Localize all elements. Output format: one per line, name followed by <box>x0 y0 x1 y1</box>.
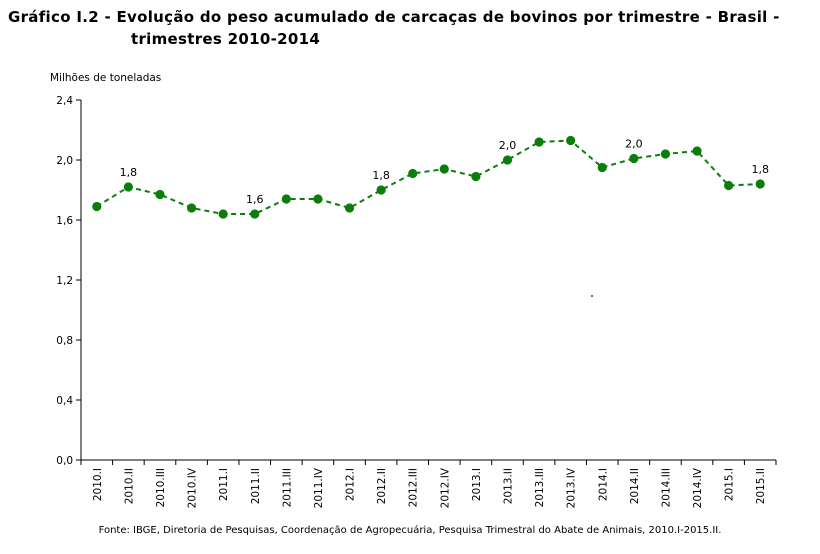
data-point <box>439 164 449 174</box>
x-tick-label: 2011.I <box>218 468 230 501</box>
data-point <box>534 137 544 147</box>
x-tick-label: 2012.I <box>345 468 357 501</box>
data-point <box>92 201 102 212</box>
data-point <box>471 171 481 182</box>
x-tick-label: 2014.III <box>660 468 672 507</box>
x-tick-label: 2011.II <box>250 468 262 504</box>
x-tick-label: 2013.II <box>502 468 514 504</box>
data-point <box>724 180 734 191</box>
x-tick-label: 2012.II <box>376 468 388 504</box>
data-point <box>123 182 133 192</box>
x-tick-label: 2010.IV <box>187 467 199 508</box>
y-tick-label: 1,2 <box>56 275 73 287</box>
data-point <box>344 203 355 213</box>
source-note: Fonte: IBGE, Diretoria de Pesquisas, Coo… <box>98 525 722 536</box>
data-point <box>408 168 418 179</box>
y-tick-label: 1,6 <box>56 215 73 227</box>
data-label: 1,8 <box>751 163 769 176</box>
data-point <box>629 153 639 164</box>
data-point <box>566 135 576 146</box>
x-tick-label: 2012.III <box>408 468 420 507</box>
chart-title-line1: Gráfico I.2 - Evolução do peso acumulado… <box>8 8 780 26</box>
x-tick-label: 2015.I <box>724 468 736 501</box>
y-ticks: 0,0 0,4 0,8 1,2 1,6 2,0 2,4 <box>56 95 81 467</box>
chart-title-line2: trimestres 2010-2014 <box>131 30 321 48</box>
y-tick-label: 0,4 <box>56 395 73 407</box>
stray-dot <box>591 295 593 297</box>
x-tick-label: 2010.II <box>123 468 135 504</box>
y-tick-label: 2,4 <box>56 95 73 107</box>
y-axis-label: Milhões de toneladas <box>50 72 162 84</box>
y-tick-label: 0,0 <box>56 455 73 467</box>
data-point <box>155 189 165 200</box>
data-point <box>502 155 513 165</box>
series-line <box>96 139 761 215</box>
data-point <box>250 209 260 219</box>
x-tick-label: 2013.I <box>471 468 483 501</box>
data-point <box>597 162 607 173</box>
data-point <box>755 179 765 189</box>
x-tick-label: 2011.IV <box>313 467 325 508</box>
data-label: 1,6 <box>246 193 264 206</box>
axes <box>80 100 776 461</box>
x-tick-label: 2014.II <box>629 468 641 504</box>
data-point <box>692 146 702 156</box>
data-label: 1,8 <box>120 166 138 179</box>
data-label: 2,0 <box>625 138 643 151</box>
x-tick-label: 2014.IV <box>692 467 704 508</box>
x-tick-label: 2013.III <box>534 468 546 507</box>
x-tick-label: 2012.IV <box>439 467 451 508</box>
x-tick-label: 2015.II <box>755 468 767 504</box>
x-tick-label: 2014.I <box>597 468 609 501</box>
data-point <box>376 185 386 195</box>
data-point <box>660 149 671 159</box>
x-tick-label: 2013.IV <box>566 467 578 508</box>
chart-title: Gráfico I.2 - Evolução do peso acumulado… <box>8 6 814 50</box>
y-tick-label: 0,8 <box>56 335 73 347</box>
data-labels: 1,8 1,6 1,8 2,0 2,0 1,8 <box>120 138 769 207</box>
data-points <box>92 135 765 219</box>
data-label: 1,8 <box>372 169 390 182</box>
data-point <box>186 203 197 213</box>
x-tick-label: 2010.I <box>92 468 104 501</box>
x-ticks: 2010.I 2010.II 2010.III 2010.IV 2011.I 2011.I… <box>80 460 777 508</box>
data-label: 2,0 <box>499 139 517 152</box>
data-point <box>313 194 323 204</box>
x-tick-label: 2011.III <box>281 468 293 507</box>
y-tick-label: 2,0 <box>56 155 73 167</box>
x-tick-label: 2010.III <box>155 468 167 507</box>
data-point <box>281 194 291 204</box>
data-point <box>218 209 228 219</box>
